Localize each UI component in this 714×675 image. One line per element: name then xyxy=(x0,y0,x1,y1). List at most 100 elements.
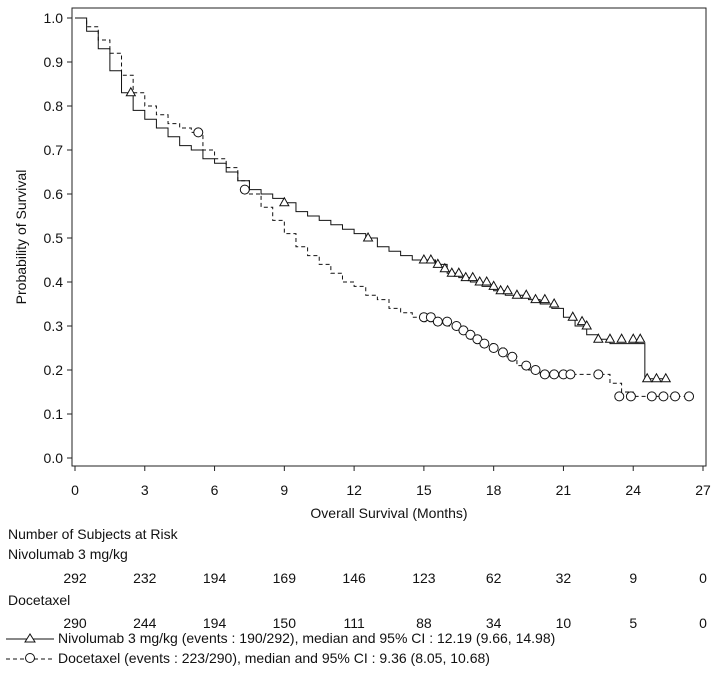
censor-marker-triangle xyxy=(481,275,493,286)
censor-marker-triangle xyxy=(581,319,593,330)
censor-marker-triangle xyxy=(474,275,486,286)
risk-value: 194 xyxy=(202,615,227,631)
risk-value: 290 xyxy=(63,615,87,631)
risk-value: 0 xyxy=(699,570,707,586)
series-layer xyxy=(75,17,695,402)
y-tick-label: 1.0 xyxy=(44,10,64,26)
y-tick-label: 0.5 xyxy=(44,230,64,246)
risk-value: 5 xyxy=(629,615,638,631)
censor-marker-triangle xyxy=(488,280,500,290)
risk-value: 169 xyxy=(272,570,297,586)
censor-marker-circle xyxy=(646,391,657,402)
risk-value: 88 xyxy=(416,615,432,631)
x-tick-label: 27 xyxy=(695,482,711,498)
censor-marker-triangle xyxy=(539,293,551,304)
censor-marker-circle xyxy=(625,391,636,402)
censor-marker-triangle xyxy=(627,333,639,343)
censor-marker-circle xyxy=(530,365,541,375)
risk-value: 232 xyxy=(133,570,157,586)
censor-marker-triangle xyxy=(592,333,604,343)
censor-marker-circle xyxy=(565,369,576,380)
x-tick-label: 24 xyxy=(625,482,641,498)
x-tick-label: 3 xyxy=(141,482,149,498)
x-tick-label: 15 xyxy=(416,482,432,498)
survival-chart: 0 3 6 9 12 15 18 21 24 27 0.00.10.20.30.40.50.60.… xyxy=(13,7,711,521)
censor-marker-circle xyxy=(684,391,695,402)
risk-group-label: Nivolumab 3 mg/kg xyxy=(8,546,128,562)
risk-row: 292 232 194 169 146 123 62 32 9 0 xyxy=(0,570,714,588)
censor-marker-triangle xyxy=(125,86,137,97)
censor-marker-triangle xyxy=(651,372,662,383)
y-tick-label: 0.0 xyxy=(44,450,64,466)
censor-marker-circle xyxy=(670,391,681,402)
censor-marker-circle xyxy=(451,321,462,331)
censor-marker-triangle xyxy=(418,253,430,264)
risk-value: 10 xyxy=(555,615,572,631)
censor-marker-triangle xyxy=(432,258,444,268)
x-tick-label: 9 xyxy=(280,482,288,498)
y-tick-label: 0.8 xyxy=(44,98,64,114)
censor-marker-triangle xyxy=(460,271,472,282)
y-tick-label: 0.9 xyxy=(44,54,64,70)
x-tick-label: 0 xyxy=(71,482,79,498)
censor-marker-circle xyxy=(193,127,204,138)
legend-text: Nivolumab 3 mg/kg (events : 190/292), me… xyxy=(58,630,556,646)
y-tick-label: 0.1 xyxy=(44,406,64,422)
censor-marker-circle xyxy=(472,334,483,345)
censor-marker-circle xyxy=(593,369,604,380)
x-tick-label: 6 xyxy=(211,482,219,498)
censor-marker-triangle xyxy=(467,271,479,282)
censor-marker-circle xyxy=(432,316,443,327)
y-tick-label: 0.2 xyxy=(44,362,64,378)
x-tick-label: 21 xyxy=(556,482,572,498)
censor-marker-triangle xyxy=(604,333,616,343)
risk-value: 62 xyxy=(485,570,502,586)
risk-value: 34 xyxy=(485,615,502,631)
censor-marker-circle xyxy=(497,347,508,358)
risk-value: 9 xyxy=(629,570,638,586)
risk-value: 32 xyxy=(555,570,572,586)
censor-marker-triangle xyxy=(511,289,523,299)
censor-marker-triangle xyxy=(278,196,290,207)
legend-solid-triangle-icon xyxy=(6,633,54,643)
censor-marker-triangle xyxy=(660,372,672,383)
censor-marker-triangle xyxy=(446,267,458,277)
censor-marker-circle xyxy=(239,184,250,195)
censor-marker-triangle xyxy=(425,253,437,264)
x-axis-label: Overall Survival (Months) xyxy=(310,505,467,521)
censor-marker-triangle xyxy=(530,293,541,304)
censor-marker-triangle xyxy=(641,372,653,383)
x-axis: 0 3 6 9 12 15 18 21 24 27 xyxy=(71,466,711,498)
censor-marker-triangle xyxy=(502,284,513,295)
censor-marker-triangle xyxy=(616,333,627,343)
censor-marker-circle xyxy=(458,325,469,336)
censor-marker-triangle xyxy=(495,284,506,295)
censor-marker-circle xyxy=(442,316,453,327)
y-tick-label: 0.3 xyxy=(44,318,64,334)
risk-value: 292 xyxy=(63,570,87,586)
censor-marker-circle xyxy=(614,391,625,402)
x-tick-label: 18 xyxy=(486,482,502,498)
censor-marker-circle xyxy=(425,312,436,323)
censor-marker-triangle xyxy=(453,267,465,277)
risk-value: 244 xyxy=(133,615,157,631)
censor-marker-triangle xyxy=(548,297,560,308)
censor-marker-triangle xyxy=(520,289,532,299)
risk-value: 0 xyxy=(699,615,707,631)
risk-value: 194 xyxy=(202,570,227,586)
y-tick-label: 0.6 xyxy=(44,186,64,202)
censor-marker-circle xyxy=(479,338,490,349)
risk-row: 290 244 194 150 111 88 34 10 5 0 xyxy=(0,615,714,633)
risk-value: 150 xyxy=(272,615,297,631)
risk-value: 146 xyxy=(342,570,366,586)
y-axis: 0.0 0.1 0.2 0.3 0.4 0.5 0.6 0.7 0.8 0.9 1.0 xyxy=(44,10,72,466)
censor-marker-circle xyxy=(465,329,476,340)
censor-marker-circle xyxy=(488,343,499,353)
censor-marker-circle xyxy=(539,369,550,380)
censor-marker-triangle xyxy=(567,311,579,321)
censor-marker-circle xyxy=(549,369,560,380)
censor-marker-triangle xyxy=(362,231,374,242)
y-tick-label: 0.4 xyxy=(44,274,64,290)
risk-group-label: Docetaxel xyxy=(8,592,71,608)
plot-frame xyxy=(71,7,707,467)
